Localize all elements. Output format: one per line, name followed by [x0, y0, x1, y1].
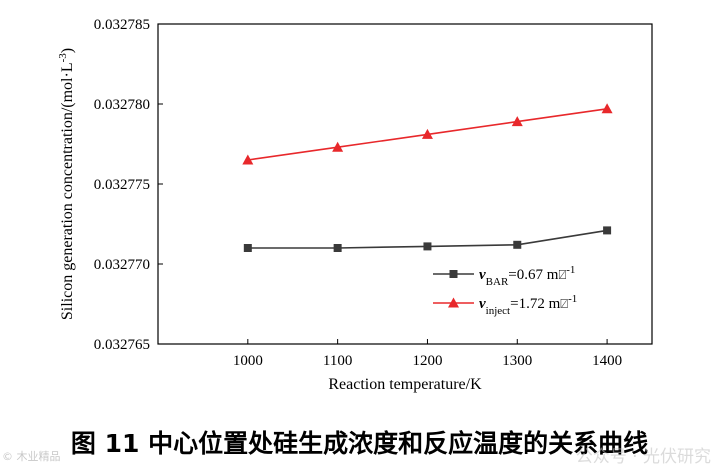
legend-subscript: BAR — [486, 276, 509, 288]
legend-label: vinject=1.72 m⍁-1 — [479, 293, 577, 317]
x-tick-label: 1300 — [502, 353, 532, 369]
legend-entry-1: vinject=1.72 m⍁-1 — [433, 293, 577, 317]
data-point — [423, 242, 432, 251]
data-point — [333, 244, 342, 252]
x-tick-label: 1200 — [412, 353, 442, 369]
series-0 — [243, 226, 612, 252]
legend-subscript: inject — [486, 305, 510, 317]
legend-entry-0: vBAR=0.67 m⍁-1 — [433, 264, 575, 288]
legend-unit-glyph: ⍁ — [558, 268, 566, 283]
plot-frame — [157, 23, 653, 345]
legend-value: =1.72 m — [510, 296, 560, 312]
data-point — [603, 226, 612, 235]
data-point — [242, 154, 254, 165]
x-tick-label: 1000 — [233, 353, 263, 369]
data-point — [332, 141, 344, 152]
figure-caption: 图 11 中心位置处硅生成浓度和反应温度的关系曲线 — [70, 429, 649, 458]
legend-marker — [449, 270, 458, 278]
y-axis-label: Silicon generation concentration/(mol·L-… — [57, 48, 76, 320]
y-tick-label: 0.032785 — [94, 17, 150, 33]
legend-value: =0.67 m — [508, 267, 558, 283]
data-point — [421, 128, 433, 139]
legend-symbol: v — [479, 296, 486, 312]
y-tick-label: 0.032770 — [94, 257, 150, 273]
legend-marker — [448, 297, 459, 308]
x-tick-label: 1400 — [592, 353, 622, 369]
data-point — [511, 116, 523, 127]
data-point — [513, 240, 522, 249]
y-tick-label: 0.032775 — [94, 177, 150, 193]
x-axis: 1000 1100 1200 1300 1400 — [233, 339, 622, 369]
watermark-right: 公众号 · 光伏研究 — [575, 447, 711, 467]
y-axis-label-close: ) — [59, 48, 76, 53]
legend-symbol: v — [479, 267, 486, 283]
data-point — [601, 103, 613, 114]
y-axis-label-main: Silicon generation concentration/(mol·L — [59, 62, 76, 320]
watermark-left: © 木业精品 — [2, 450, 61, 463]
y-axis-label-sup: -3 — [57, 53, 69, 63]
line-chart: 0.032765 0.032770 0.032775 0.032780 0.032785… — [57, 17, 653, 393]
series-group — [242, 103, 613, 252]
legend-superscript: -1 — [566, 264, 575, 276]
legend-label: vBAR=0.67 m⍁-1 — [479, 264, 575, 288]
series-1 — [242, 103, 613, 165]
x-axis-label: Reaction temperature/K — [328, 376, 482, 393]
data-point — [243, 244, 252, 252]
x-tick-label: 1100 — [323, 353, 352, 369]
y-axis: 0.032765 0.032770 0.032775 0.032780 0.032785 — [94, 17, 163, 353]
y-tick-label: 0.032780 — [94, 97, 150, 113]
legend-superscript: -1 — [568, 293, 577, 305]
y-tick-label: 0.032765 — [94, 337, 150, 353]
legend-unit-glyph: ⍁ — [560, 297, 568, 312]
